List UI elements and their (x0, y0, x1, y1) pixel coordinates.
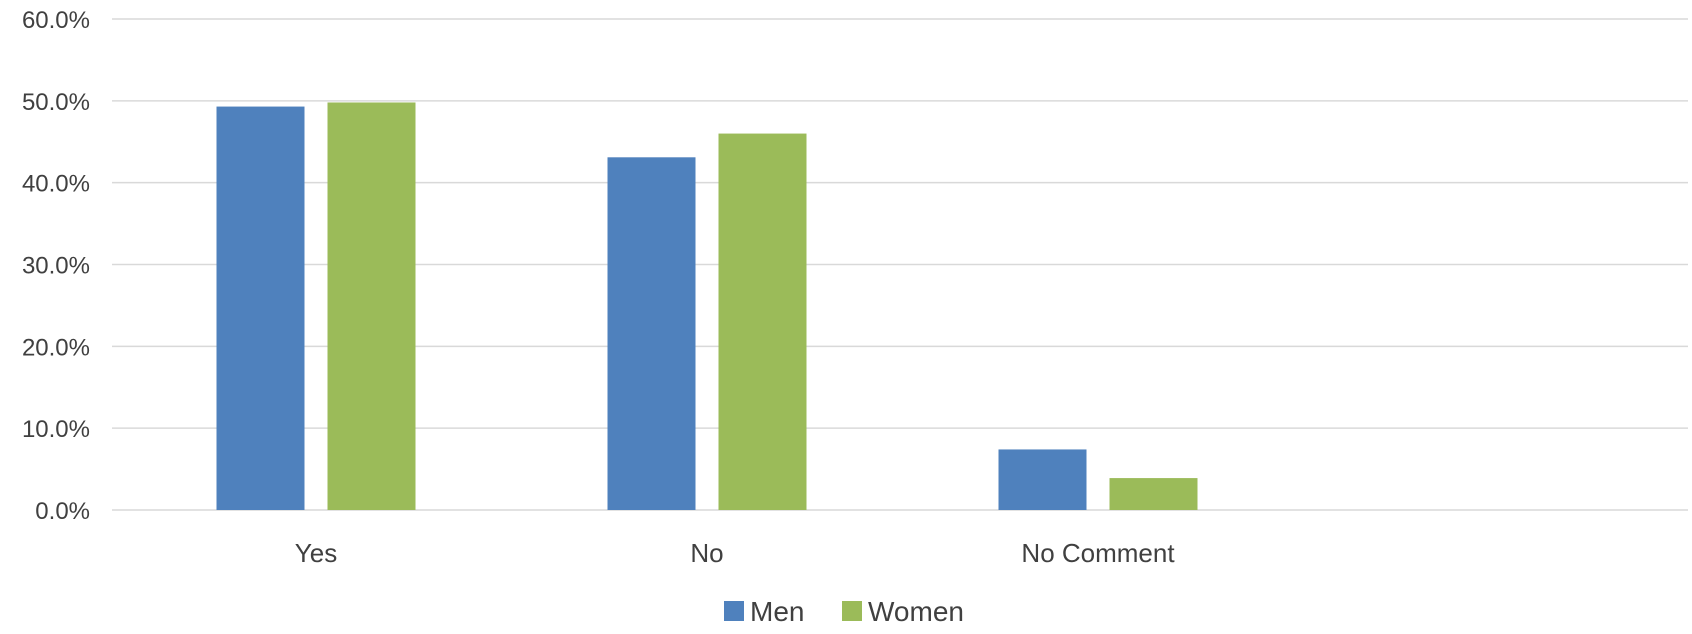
legend-label-women: Women (868, 596, 964, 627)
legend-swatch-men (724, 601, 744, 621)
y-tick-label: 50.0% (22, 89, 90, 116)
x-category-label: No Comment (1021, 538, 1175, 568)
legend: Men Women (724, 596, 964, 627)
x-category-label: Yes (295, 538, 337, 568)
bars (216, 102, 1198, 511)
y-tick-label: 0.0% (35, 498, 90, 525)
legend-swatch-women (842, 601, 862, 621)
y-tick-label: 10.0% (22, 416, 90, 443)
legend-label-men: Men (750, 596, 804, 627)
y-tick-label: 30.0% (22, 253, 90, 280)
x-axis-category-labels: Yes No No Comment (295, 538, 1176, 568)
x-category-label: No (690, 538, 723, 568)
bar-women-yes (327, 102, 416, 510)
y-tick-label: 40.0% (22, 171, 90, 198)
y-tick-label: 60.0% (22, 7, 90, 34)
y-tick-label: 20.0% (22, 334, 90, 361)
bar-men-no-comment (998, 449, 1087, 510)
bar-men-no (607, 157, 696, 510)
bar-women-no-comment (1109, 478, 1198, 510)
bar-women-no (718, 133, 807, 511)
bar-men-yes (216, 106, 305, 510)
y-axis-tick-labels: 0.0% 10.0% 20.0% 30.0% 40.0% 50.0% 60.0% (22, 7, 90, 525)
